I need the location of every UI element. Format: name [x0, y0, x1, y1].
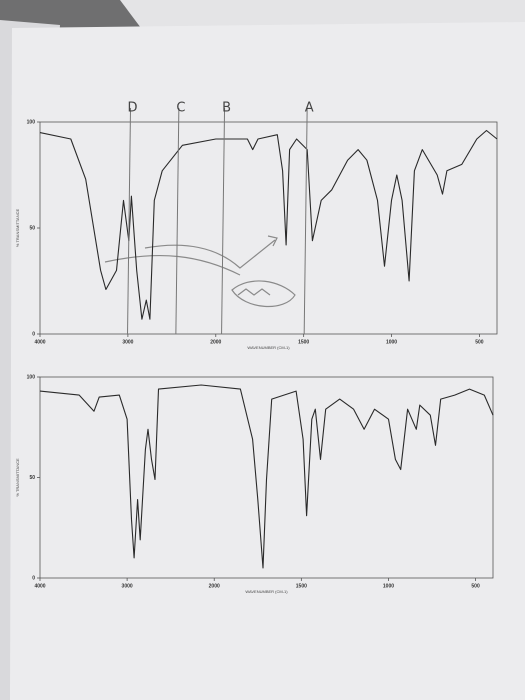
spectrum-line: [39, 384, 494, 569]
x-tick-label: 4000: [34, 339, 45, 345]
y-tick-label: 50: [29, 475, 35, 481]
paper: [10, 22, 525, 700]
x-tick-label: 500: [475, 339, 484, 345]
x-axis-label: WAVENUMBER (CM-1): [245, 589, 288, 594]
y-tick-label: 0: [32, 575, 35, 581]
x-tick-label: 1000: [383, 583, 394, 589]
x-tick-label: 4000: [34, 583, 45, 589]
y-tick-label: 0: [32, 331, 35, 337]
annotation-line: [303, 107, 308, 335]
x-tick-label: 2000: [210, 339, 221, 345]
annotation-letter: A: [305, 101, 314, 116]
x-tick-label: 1500: [298, 339, 309, 345]
y-axis-label: % TRANSMITTANCE: [15, 209, 20, 248]
x-tick-label: 500: [471, 583, 480, 589]
annotation-letter: B: [222, 101, 231, 116]
x-tick-label: 3000: [122, 339, 133, 345]
x-tick-label: 1000: [386, 339, 397, 345]
y-axis-label: % TRANSMITTANCE: [15, 458, 20, 497]
spectrum-line: [39, 129, 498, 320]
y-tick-label: 100: [27, 119, 36, 125]
x-axis-label: WAVENUMBER (CM-1): [247, 345, 290, 350]
annotation-line: [127, 107, 132, 335]
x-tick-label: 1500: [296, 583, 307, 589]
x-tick-label: 2000: [209, 583, 220, 589]
annotation-letter: C: [176, 101, 185, 116]
y-tick-label: 100: [27, 374, 36, 380]
annotation-line: [221, 107, 226, 335]
x-tick-label: 3000: [122, 583, 133, 589]
pencil-doodle: [104, 235, 296, 307]
annotation-line: [175, 107, 180, 335]
y-tick-label: 50: [29, 225, 35, 231]
annotation-letter: D: [128, 101, 138, 116]
